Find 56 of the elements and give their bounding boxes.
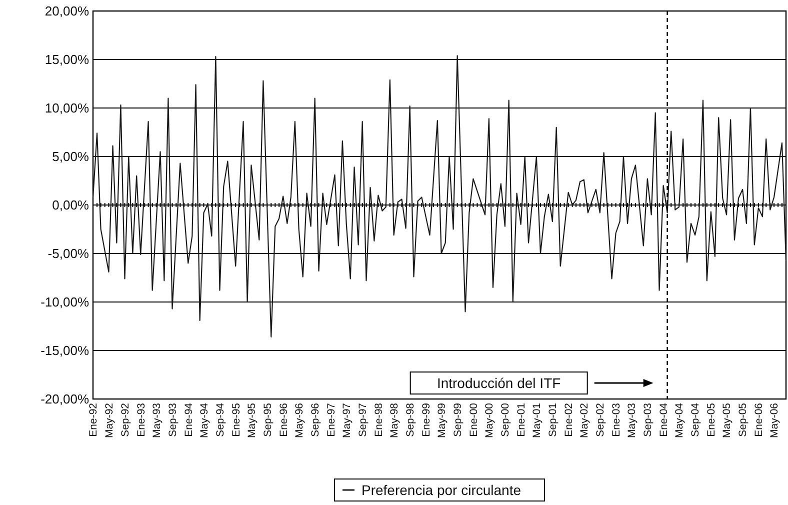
x-tick-label: Sep-04 (690, 402, 702, 437)
y-tick-label: 5,00% (52, 149, 90, 164)
x-tick-label: Sep-00 (500, 402, 512, 437)
legend-label: Preferencia por circulante (362, 482, 522, 498)
x-tick-label: May-97 (341, 402, 354, 438)
x-tick-label: Sep-05 (737, 402, 750, 437)
x-tick-label: Ene-05 (706, 402, 718, 437)
x-tick-label: May-98 (388, 402, 401, 438)
x-tick-label: Ene-92 (88, 402, 100, 437)
x-tick-label: May-99 (436, 402, 448, 438)
x-tick-label: Sep-95 (262, 402, 274, 437)
x-tick-label: Sep-98 (404, 402, 417, 437)
x-tick-label: Sep-02 (594, 402, 607, 437)
y-tick-label: 20,00% (44, 4, 90, 19)
y-tick-label: -10,00% (40, 294, 90, 310)
x-tick-label: Ene-04 (658, 402, 670, 437)
x-tick-label: Sep-92 (119, 402, 132, 437)
x-tick-label: Sep-01 (547, 402, 560, 437)
x-tick-label: May-03 (626, 402, 638, 438)
y-tick-label: 15,00% (44, 52, 90, 68)
x-tick-label: Sep-93 (166, 402, 179, 437)
x-tick-label: May-92 (103, 402, 116, 438)
x-tick-label: May-02 (578, 402, 591, 438)
x-tick-label: Sep-99 (452, 402, 464, 437)
y-tick-label: 10,00% (44, 100, 90, 116)
x-tick-label: Ene-02 (562, 402, 575, 437)
x-tick-label: Ene-94 (182, 402, 195, 437)
x-tick-label: May-04 (674, 402, 686, 438)
x-tick-label: Ene-95 (230, 402, 242, 437)
x-tick-label: Ene-97 (325, 402, 338, 437)
y-tick-label: 0,00% (52, 198, 90, 213)
x-tick-label: Sep-94 (214, 402, 226, 437)
x-tick-label: Sep-97 (357, 402, 370, 437)
x-tick-label: May-96 (294, 402, 306, 438)
y-tick-label: -15,00% (40, 343, 90, 358)
x-tick-label: May-95 (246, 402, 258, 438)
x-tick-label: Ene-93 (135, 402, 148, 437)
x-tick-label: Ene-99 (420, 402, 432, 437)
x-tick-label: Ene-96 (278, 402, 290, 437)
annotation: Introducción del ITF (436, 374, 561, 391)
x-tick-label: May-00 (484, 402, 496, 438)
x-tick-label: May-94 (198, 402, 210, 438)
x-tick-label: Ene-98 (372, 402, 385, 437)
y-tick-label: -5,00% (48, 246, 90, 262)
x-tick-label: May-93 (150, 402, 163, 438)
x-tick-label: Ene-01 (516, 402, 528, 437)
x-tick-label: May-06 (768, 402, 781, 438)
x-tick-label: Ene-03 (610, 402, 622, 437)
x-tick-label: May-01 (531, 402, 544, 438)
x-tick-label: Sep-03 (642, 402, 654, 437)
x-tick-label: Ene-06 (753, 402, 766, 437)
x-tick-label: May-05 (721, 402, 734, 438)
y-tick-label: -20,00% (40, 392, 90, 407)
x-tick-label: Ene-00 (468, 402, 480, 437)
x-tick-label: Sep-96 (310, 402, 322, 437)
line-series (92, 55, 787, 338)
